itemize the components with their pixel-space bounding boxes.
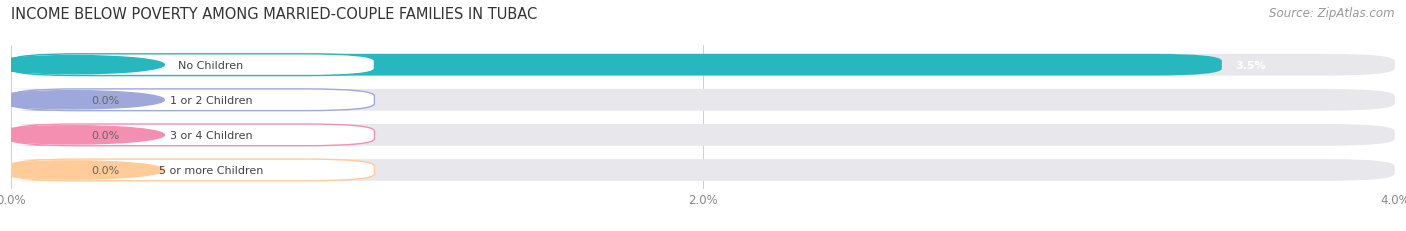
FancyBboxPatch shape bbox=[4, 125, 80, 146]
Text: 0.0%: 0.0% bbox=[91, 130, 120, 140]
Circle shape bbox=[0, 126, 165, 144]
FancyBboxPatch shape bbox=[11, 55, 1222, 76]
Text: Source: ZipAtlas.com: Source: ZipAtlas.com bbox=[1270, 7, 1395, 20]
Text: No Children: No Children bbox=[179, 61, 243, 70]
Text: 3.5%: 3.5% bbox=[1236, 61, 1267, 70]
FancyBboxPatch shape bbox=[11, 90, 1395, 111]
FancyBboxPatch shape bbox=[11, 55, 1395, 76]
FancyBboxPatch shape bbox=[11, 159, 1395, 181]
Text: 3 or 4 Children: 3 or 4 Children bbox=[170, 130, 252, 140]
Circle shape bbox=[0, 161, 165, 179]
FancyBboxPatch shape bbox=[4, 90, 80, 111]
FancyBboxPatch shape bbox=[11, 90, 374, 111]
Text: 5 or more Children: 5 or more Children bbox=[159, 165, 263, 175]
FancyBboxPatch shape bbox=[11, 159, 374, 181]
Circle shape bbox=[0, 91, 165, 109]
Text: 1 or 2 Children: 1 or 2 Children bbox=[170, 95, 252, 105]
FancyBboxPatch shape bbox=[11, 55, 374, 76]
Text: 0.0%: 0.0% bbox=[91, 165, 120, 175]
Text: INCOME BELOW POVERTY AMONG MARRIED-COUPLE FAMILIES IN TUBAC: INCOME BELOW POVERTY AMONG MARRIED-COUPL… bbox=[11, 7, 537, 22]
Circle shape bbox=[0, 56, 165, 75]
FancyBboxPatch shape bbox=[4, 159, 80, 181]
FancyBboxPatch shape bbox=[11, 125, 374, 146]
Text: 0.0%: 0.0% bbox=[91, 95, 120, 105]
FancyBboxPatch shape bbox=[11, 125, 1395, 146]
